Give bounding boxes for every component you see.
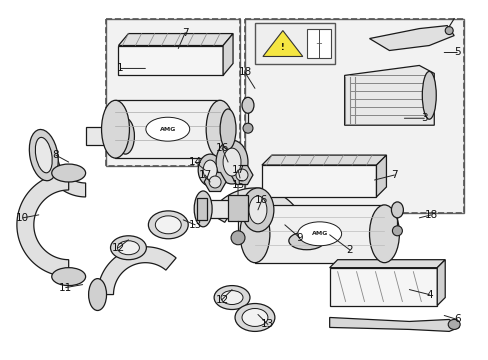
Polygon shape [329, 268, 436, 306]
Text: 18: 18 [424, 210, 437, 220]
Text: 2: 2 [346, 245, 352, 255]
Text: 13: 13 [188, 220, 202, 230]
Bar [254, 205, 384, 263]
Text: 11: 11 [59, 283, 72, 293]
Text: 13: 13 [261, 319, 274, 329]
Text: 10: 10 [16, 213, 29, 223]
Ellipse shape [422, 71, 435, 119]
Text: 4: 4 [425, 289, 432, 300]
Polygon shape [263, 31, 302, 57]
Bar [115, 100, 220, 158]
Bar [244, 19, 463, 213]
Polygon shape [210, 188, 306, 240]
Ellipse shape [102, 100, 129, 158]
Ellipse shape [288, 232, 324, 250]
Polygon shape [262, 165, 376, 197]
Text: 14: 14 [188, 157, 202, 167]
Ellipse shape [243, 123, 252, 133]
Ellipse shape [220, 109, 236, 149]
Bar [105, 19, 240, 166]
Ellipse shape [155, 216, 181, 234]
Bar [197, 198, 207, 220]
Ellipse shape [198, 154, 222, 186]
Polygon shape [17, 173, 68, 276]
Ellipse shape [29, 130, 58, 181]
Bar [227, 195, 247, 221]
Ellipse shape [392, 226, 402, 236]
Ellipse shape [223, 148, 241, 176]
Ellipse shape [117, 241, 139, 255]
Ellipse shape [216, 140, 247, 184]
Ellipse shape [242, 309, 267, 327]
Text: 12: 12 [112, 243, 125, 253]
Polygon shape [344, 66, 433, 125]
Ellipse shape [230, 231, 244, 245]
Text: 7: 7 [182, 28, 188, 37]
Polygon shape [329, 318, 458, 332]
Text: 8: 8 [52, 150, 59, 160]
Text: 16: 16 [215, 143, 228, 153]
Ellipse shape [242, 97, 253, 113]
Ellipse shape [444, 27, 452, 35]
Polygon shape [436, 260, 444, 306]
Text: 17: 17 [231, 165, 244, 175]
Text: AMG: AMG [311, 231, 327, 236]
Ellipse shape [52, 164, 85, 182]
Text: !: ! [281, 43, 284, 52]
Text: 9: 9 [296, 233, 303, 243]
Bar [306, 28, 330, 58]
Ellipse shape [369, 205, 399, 263]
Text: +: + [315, 39, 322, 48]
Ellipse shape [52, 268, 85, 285]
Bar [105, 19, 240, 166]
Ellipse shape [236, 169, 247, 181]
Ellipse shape [248, 196, 266, 224]
Ellipse shape [297, 222, 341, 246]
Polygon shape [262, 155, 386, 165]
Ellipse shape [240, 205, 269, 263]
Ellipse shape [145, 117, 189, 141]
Text: 18: 18 [238, 67, 251, 77]
Text: 16: 16 [255, 195, 268, 205]
Bar [254, 23, 334, 64]
Polygon shape [44, 155, 85, 197]
Ellipse shape [194, 191, 212, 227]
Text: 1: 1 [117, 63, 123, 73]
Polygon shape [369, 26, 453, 50]
Ellipse shape [235, 303, 274, 332]
Text: 6: 6 [453, 314, 460, 324]
Text: 3: 3 [420, 113, 427, 123]
Ellipse shape [242, 188, 273, 232]
Polygon shape [223, 33, 233, 75]
Ellipse shape [35, 138, 52, 173]
Polygon shape [98, 247, 176, 294]
Ellipse shape [447, 319, 459, 329]
Ellipse shape [209, 176, 221, 188]
Polygon shape [230, 166, 252, 185]
Text: 15: 15 [231, 180, 244, 190]
Ellipse shape [203, 160, 217, 180]
Ellipse shape [221, 291, 243, 305]
Polygon shape [118, 33, 233, 45]
Polygon shape [329, 260, 444, 268]
Polygon shape [203, 200, 244, 218]
Bar [244, 19, 463, 213]
Polygon shape [118, 45, 223, 75]
Ellipse shape [110, 236, 146, 260]
Ellipse shape [148, 211, 188, 239]
Text: 17: 17 [198, 170, 211, 180]
Polygon shape [376, 155, 386, 197]
Polygon shape [85, 127, 125, 145]
Text: AMG: AMG [159, 127, 176, 132]
Text: 7: 7 [390, 170, 397, 180]
Polygon shape [203, 172, 225, 192]
Text: 12: 12 [215, 294, 228, 305]
Ellipse shape [206, 100, 234, 158]
Text: 5: 5 [453, 48, 460, 58]
Ellipse shape [214, 285, 249, 310]
Ellipse shape [116, 118, 134, 154]
Ellipse shape [390, 202, 403, 218]
Ellipse shape [88, 279, 106, 310]
